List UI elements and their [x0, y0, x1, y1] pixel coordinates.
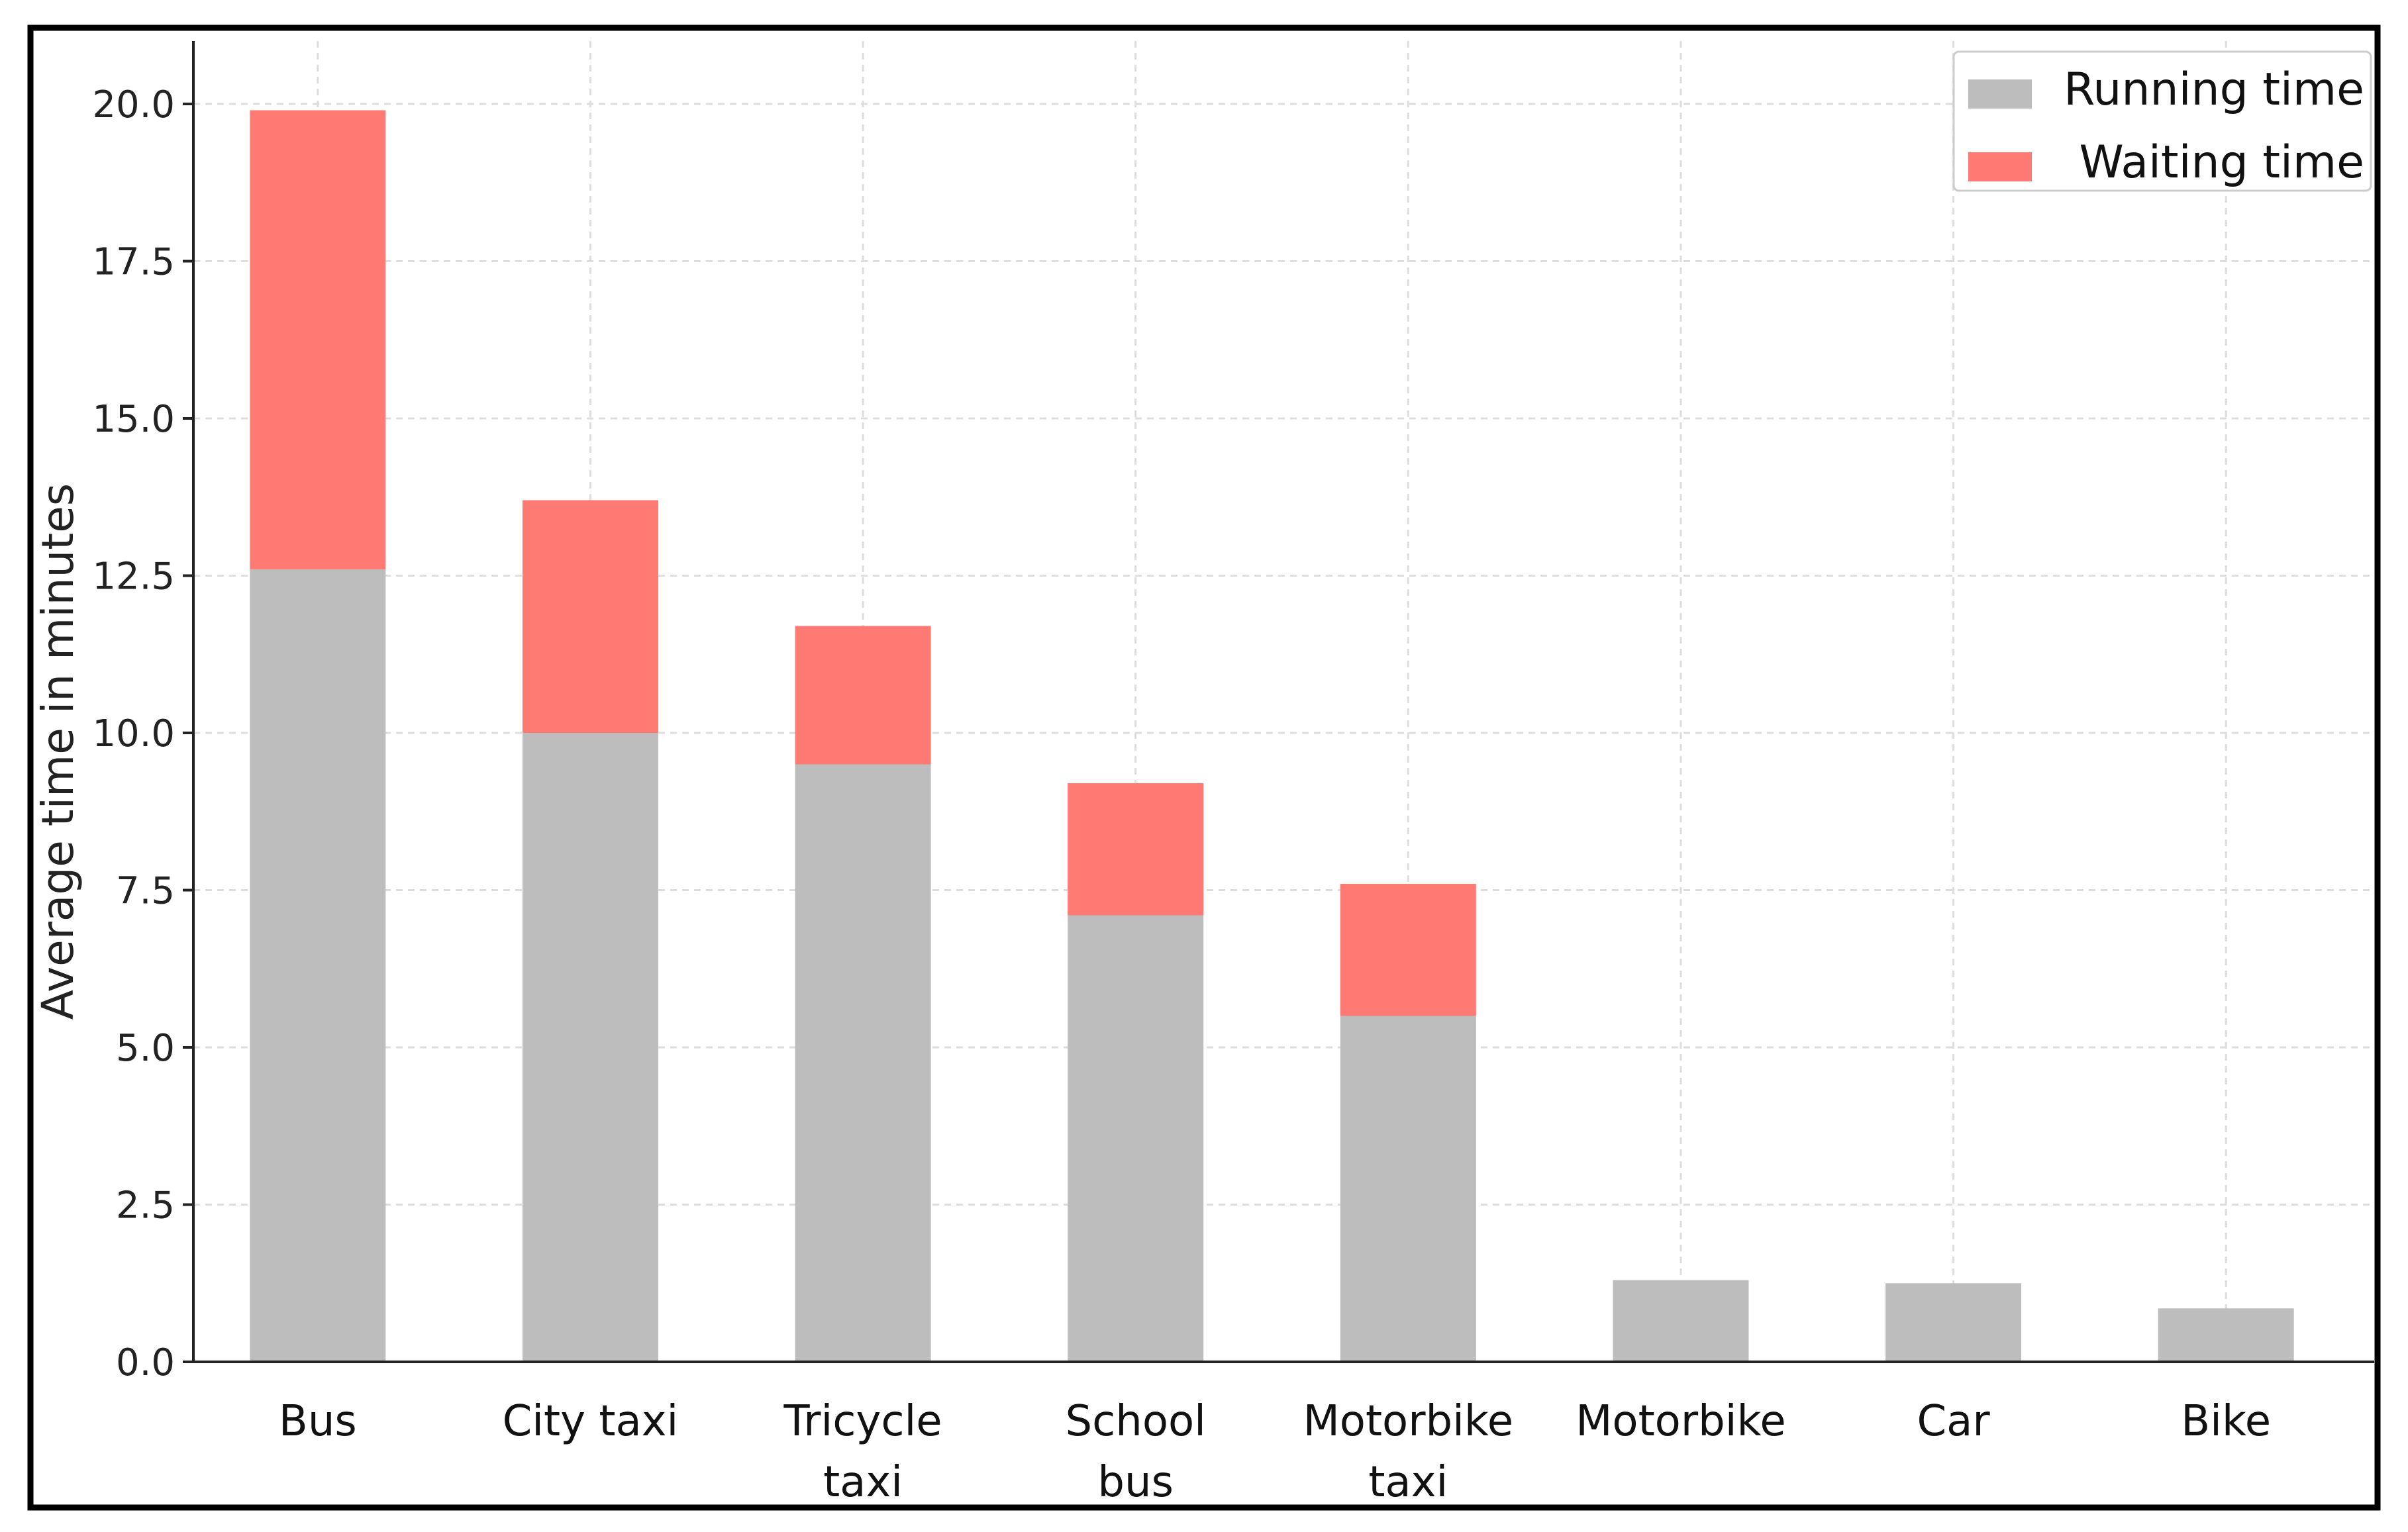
x-tick-label: Tricycle: [783, 1397, 942, 1446]
bar-running-time: [522, 733, 658, 1362]
axes: [183, 41, 2374, 1363]
x-tick-label: Motorbike: [1576, 1397, 1786, 1446]
y-tick-label: 7.5: [116, 870, 175, 913]
y-tick-label: 12.5: [92, 555, 175, 598]
y-axis-label: Average time in minutes: [32, 483, 83, 1020]
bar-running-time: [250, 569, 386, 1362]
outer-frame: [27, 24, 2381, 1511]
y-tick-label: 2.5: [116, 1184, 175, 1227]
legend-label: Waiting time: [2079, 136, 2364, 189]
bar-running-time: [1068, 915, 1204, 1362]
y-tick-label: 5.0: [116, 1027, 175, 1070]
x-tick-label: bus: [1097, 1458, 1174, 1507]
x-tick-labels: Bus City taxi Tricycle taxi School bus Motorbi…: [279, 1397, 2271, 1507]
y-tick-label: 10.0: [92, 712, 175, 755]
bar-waiting-time: [522, 500, 658, 733]
bar-running-time: [1340, 1016, 1476, 1362]
bar-running-time: [1613, 1280, 1749, 1362]
y-tick-label: 15.0: [92, 398, 175, 441]
y-tick-label: 20.0: [92, 83, 175, 126]
bar-waiting-time: [1068, 783, 1204, 916]
y-tick-label: 0.0: [116, 1341, 175, 1384]
x-tick-label: Bus: [279, 1397, 357, 1446]
bar-waiting-time: [1340, 884, 1476, 1016]
bar-waiting-time: [795, 626, 931, 765]
legend-swatch-running: [1968, 79, 2032, 109]
x-tick-label: City taxi: [503, 1397, 679, 1446]
bar-marks: [250, 110, 2294, 1362]
bar-waiting-time: [250, 110, 386, 569]
bar-running-time: [1885, 1283, 2022, 1362]
bar-running-time: [795, 764, 931, 1362]
x-tick-label: taxi: [1368, 1458, 1448, 1507]
legend: Running time Waiting time: [1952, 50, 2372, 192]
x-tick-label: Car: [1917, 1397, 1990, 1446]
bar-running-time: [2158, 1308, 2294, 1362]
x-tick-label: Motorbike: [1303, 1397, 1514, 1446]
x-tick-label: taxi: [823, 1458, 903, 1507]
x-tick-label: School: [1065, 1397, 1205, 1446]
y-tick-labels: 0.0 2.5 5.0 7.5 10.0 12.5 15.0 17.5 20.0: [92, 83, 175, 1384]
legend-box: [1952, 50, 2372, 192]
legend-label: Running time: [2064, 64, 2364, 116]
x-tick-label: Bike: [2181, 1397, 2271, 1446]
legend-swatch-waiting: [1968, 152, 2032, 181]
y-tick-label: 17.5: [92, 241, 175, 284]
